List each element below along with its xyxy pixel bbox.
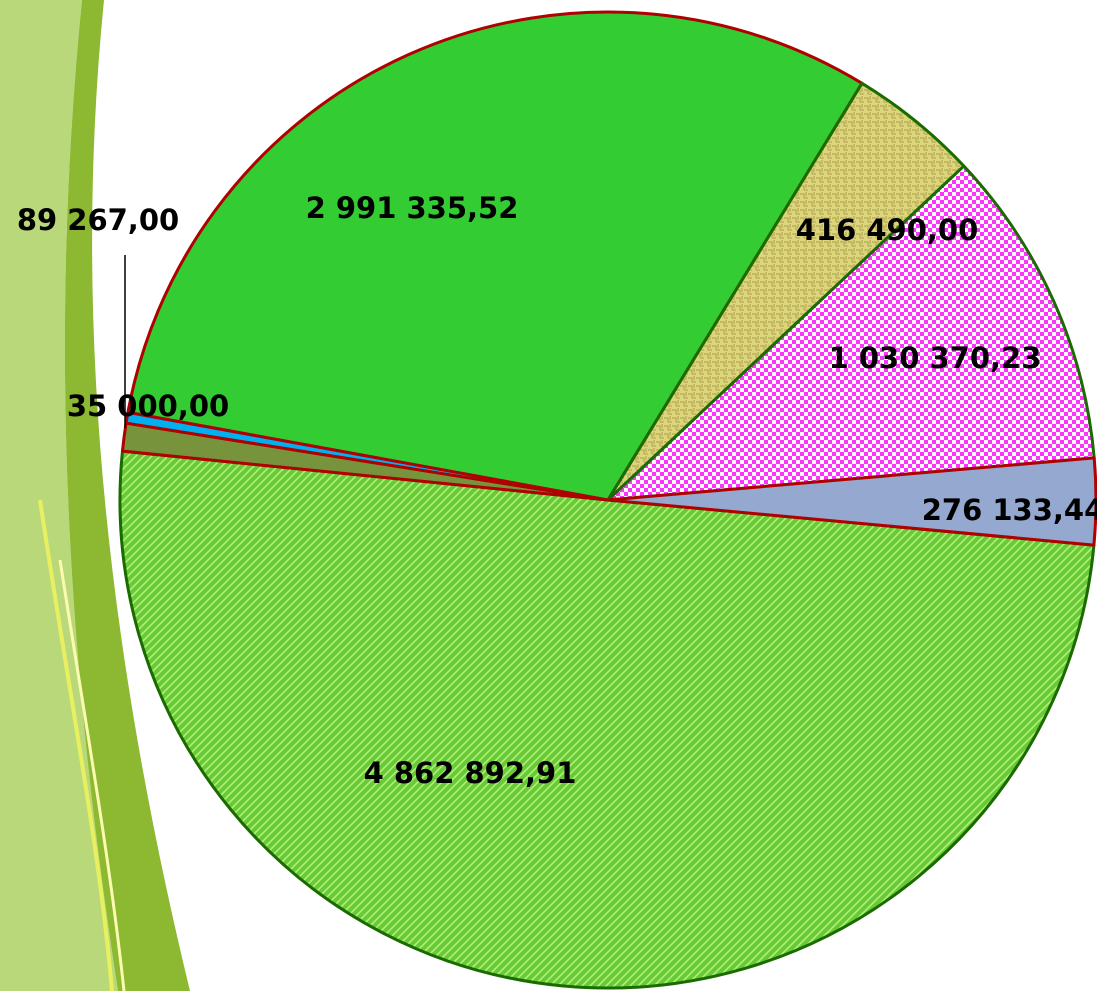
data-label: 416 490,00 <box>796 213 979 247</box>
data-label: 2 991 335,52 <box>306 191 519 225</box>
data-label: 35 000,00 <box>67 389 229 423</box>
data-label: 276 133,44 <box>922 493 1097 527</box>
data-label: 1 030 370,23 <box>829 341 1042 375</box>
slide: 4 862 892,91 89 267,00 35 000,00 2 991 335,… <box>0 0 1097 991</box>
data-label: 89 267,00 <box>17 203 179 237</box>
data-label: 4 862 892,91 <box>364 756 577 790</box>
